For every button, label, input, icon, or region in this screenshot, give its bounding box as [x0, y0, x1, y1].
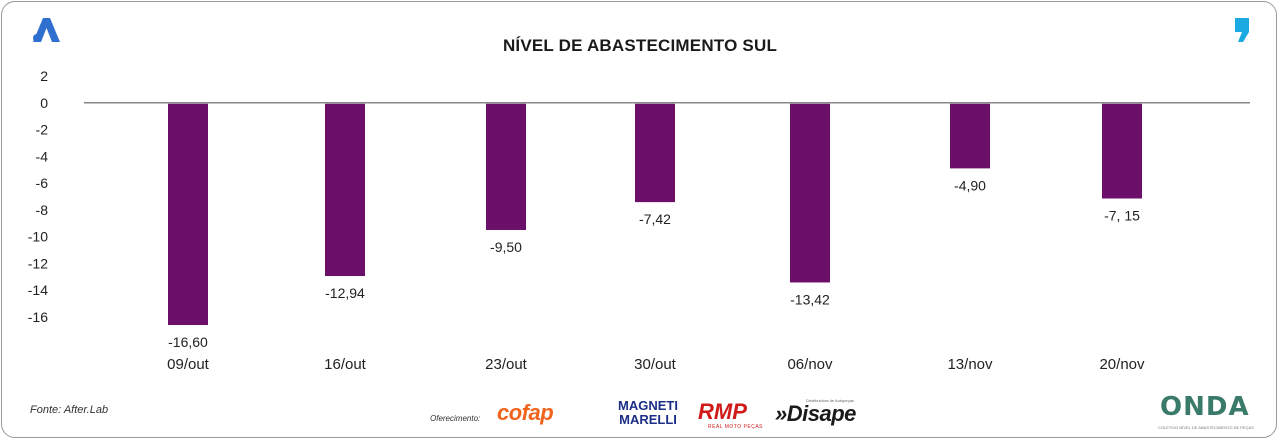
y-tick-label: -8: [36, 202, 49, 218]
chart-title: NÍVEL DE ABASTECIMENTO SUL: [502, 36, 778, 55]
bar: [486, 103, 526, 230]
bar: [168, 103, 208, 326]
disape-logo-subtitle: Distribuidora de Autopeças: [806, 398, 854, 403]
data-label: -12,94: [325, 285, 365, 301]
magneti-marelli-logo: MAGNETI MARELLI: [618, 398, 678, 427]
onda-logo: ONDA: [1160, 392, 1250, 422]
bar: [325, 103, 365, 277]
x-axis: 09/out 16/out 23/out 30/out 06/nov 13/nov 20/n…: [167, 356, 1145, 373]
bar: [950, 103, 990, 169]
y-axis: 2 0 -2 -4 -6 -8 -10 -12 -14 -16: [28, 68, 48, 325]
rmp-logo: RMP: [698, 399, 747, 424]
disape-logo: »Disape: [775, 401, 856, 426]
a-brand-icon: [30, 16, 62, 49]
data-labels: -16,60 -12,94 -9,50 -7,42 -13,42 -4,90 -7, 15: [168, 177, 1140, 350]
x-tick-label: 13/nov: [947, 356, 993, 373]
x-tick-label: 30/out: [634, 356, 677, 373]
data-label: -7,42: [639, 211, 671, 227]
y-tick-label: -10: [28, 229, 48, 245]
x-tick-label: 06/nov: [787, 356, 833, 373]
data-label: -4,90: [954, 177, 986, 193]
x-tick-label: 16/out: [324, 356, 367, 373]
bar: [1102, 103, 1142, 199]
y-tick-label: -4: [36, 148, 49, 164]
x-tick-label: 20/nov: [1099, 356, 1145, 373]
quote-brand-icon: [1232, 16, 1254, 49]
bar: [790, 103, 830, 283]
data-label: -9,50: [490, 239, 522, 255]
rmp-logo-subtitle: REAL MOTO PEÇAS: [708, 424, 764, 430]
y-tick-label: -16: [28, 309, 48, 325]
source-note: Fonte: After.Lab: [30, 404, 109, 416]
cofap-logo: cofap: [497, 400, 554, 425]
sponsor-label: Oferecimento:: [430, 414, 481, 423]
y-tick-label: -6: [36, 175, 49, 191]
y-tick-label: 2: [40, 68, 48, 84]
y-tick-label: -14: [28, 282, 48, 298]
bar: [635, 103, 675, 203]
data-label: -7, 15: [1104, 208, 1140, 224]
x-tick-label: 23/out: [485, 356, 528, 373]
onda-logo-subtitle: COLETIVO NÍVEL DE ABASTECIMENTO DE PEÇAS: [1158, 425, 1254, 430]
x-tick-label: 09/out: [167, 356, 210, 373]
data-label: -16,60: [168, 334, 208, 350]
bars: [168, 103, 1142, 326]
y-tick-label: 0: [40, 95, 48, 111]
y-tick-label: -2: [36, 122, 49, 138]
data-label: -13,42: [790, 291, 830, 307]
y-tick-label: -12: [28, 255, 48, 271]
